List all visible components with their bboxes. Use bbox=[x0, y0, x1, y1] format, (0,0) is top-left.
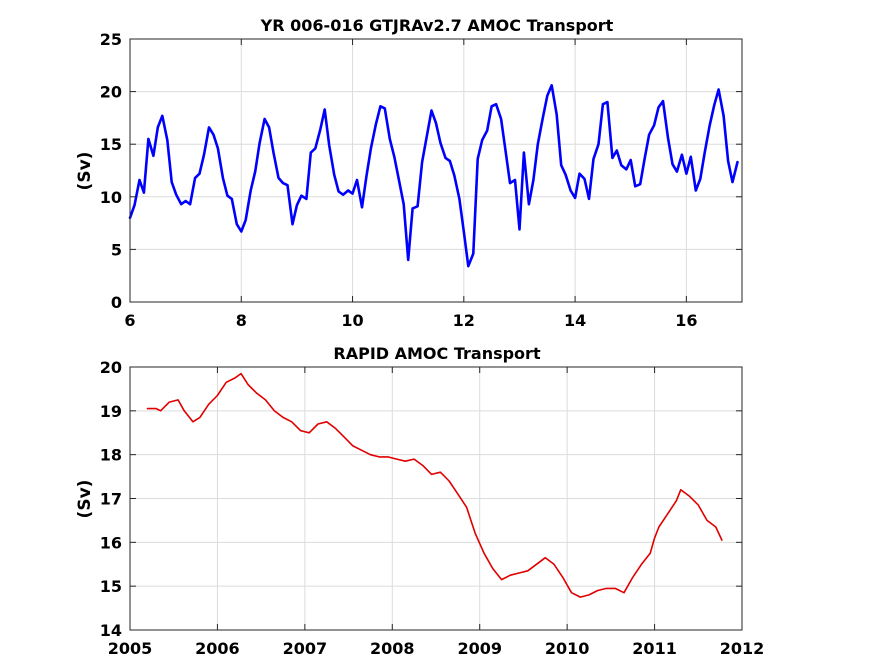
y-tick-label: 20 bbox=[100, 358, 122, 377]
y-tick-label: 17 bbox=[100, 490, 122, 509]
data-layer bbox=[128, 84, 739, 268]
y-tick-label: 0 bbox=[111, 293, 122, 312]
y-axis-label: (Sv) bbox=[75, 152, 95, 191]
x-tick-label: 14 bbox=[564, 311, 586, 330]
grid bbox=[129, 366, 743, 631]
series-line bbox=[146, 372, 723, 598]
x-tick-label: 8 bbox=[236, 311, 247, 330]
data-layer bbox=[146, 372, 723, 598]
y-axis-label: (Sv) bbox=[75, 480, 95, 519]
x-tick-label: 16 bbox=[675, 311, 697, 330]
chart-title: YR 006-016 GTJRAv2.7 AMOC Transport bbox=[260, 16, 614, 35]
tick-labels: 6 8 10 12 14 16 0 5 10 15 20 25 bbox=[100, 30, 742, 330]
y-tick-label: 15 bbox=[100, 577, 122, 596]
x-tick-label: 12 bbox=[453, 311, 475, 330]
y-tick-label: 18 bbox=[100, 446, 122, 465]
tick-labels: 2005 2006 2007 2008 2009 2010 2011 2012 14 15 16 17… bbox=[100, 358, 765, 656]
x-tick-label: 2012 bbox=[720, 639, 765, 656]
chart-title: RAPID AMOC Transport bbox=[333, 344, 541, 363]
y-tick-label: 25 bbox=[100, 30, 122, 49]
y-tick-label: 19 bbox=[100, 402, 122, 421]
y-tick-label: 20 bbox=[100, 83, 122, 102]
x-tick-label: 2005 bbox=[108, 639, 153, 656]
y-tick-label: 16 bbox=[100, 533, 122, 552]
x-tick-label: 2010 bbox=[545, 639, 590, 656]
x-tick-label: 2008 bbox=[370, 639, 415, 656]
y-tick-label: 15 bbox=[100, 135, 122, 154]
plot-gtjra-amoc: YR 006-016 GTJRAv2.7 AMOC Transport (Sv)… bbox=[75, 16, 743, 330]
y-tick-label: 5 bbox=[111, 240, 122, 259]
x-tick-label: 2009 bbox=[457, 639, 502, 656]
plot-rapid-amoc: RAPID AMOC Transport (Sv) 2005 2006 2007 20… bbox=[75, 344, 764, 656]
x-tick-label: 2007 bbox=[283, 639, 328, 656]
series-line bbox=[128, 84, 739, 268]
x-tick-label: 10 bbox=[341, 311, 363, 330]
x-tick-label: 2006 bbox=[195, 639, 240, 656]
y-tick-label: 14 bbox=[100, 621, 122, 640]
x-tick-label: 6 bbox=[124, 311, 135, 330]
x-tick-label: 2011 bbox=[632, 639, 677, 656]
axes-box bbox=[129, 38, 743, 303]
y-tick-label: 10 bbox=[100, 188, 122, 207]
